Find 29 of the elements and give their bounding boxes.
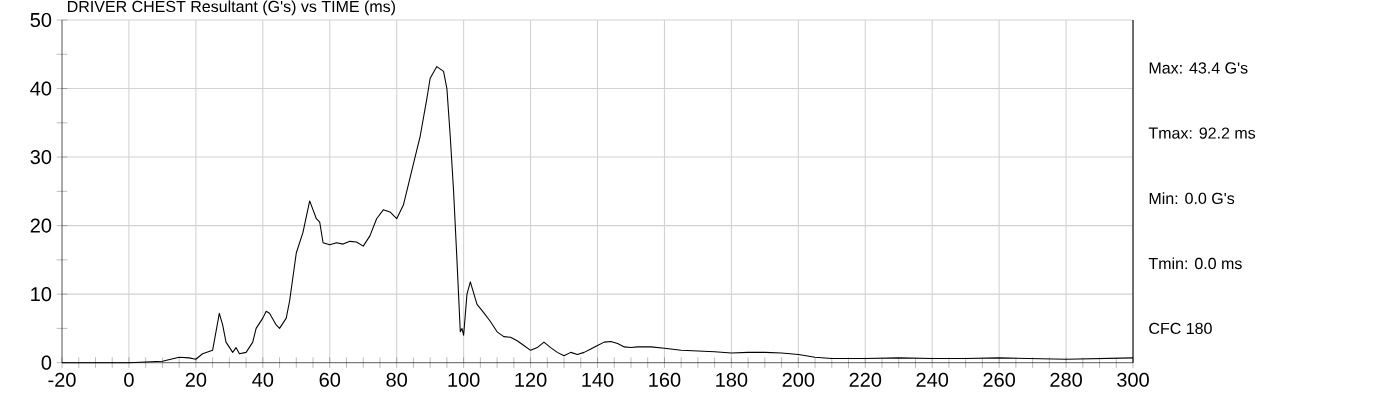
text: Min: 0.0 G's	[1149, 192, 1235, 205]
chart-title: DRIVER CHEST Resultant (G's) vs TIME (ms)	[68, 0, 395, 16]
x-tick-label: 140	[582, 372, 614, 387]
text: Tmin: 0.0 ms	[1148, 257, 1242, 270]
x-tick-label: 280	[1050, 372, 1082, 387]
text: Max: 43.4 G's	[1149, 62, 1248, 74]
text: CFC 180	[1149, 322, 1212, 335]
x-tick-label: 120	[515, 372, 547, 387]
y-tick-label: 10	[31, 287, 52, 302]
y-tick-label: 0	[41, 355, 52, 370]
x-tick-label: 300	[1117, 372, 1149, 387]
x-tick-label: 200	[782, 372, 815, 387]
y-tick-label: 50	[30, 12, 52, 28]
x-tick-label: -20	[48, 372, 76, 387]
x-tick-label: 260	[983, 372, 1016, 387]
text: Tmax: 92.2 ms	[1148, 127, 1256, 139]
x-tick-label: 0	[124, 372, 134, 387]
x-tick-label: 160	[649, 372, 681, 387]
y-tick-label: 20	[30, 218, 52, 233]
x-tick-label: 60	[319, 372, 341, 387]
y-tick-label: 30	[30, 149, 52, 165]
x-tick-label: 20	[185, 372, 207, 387]
x-tick-label: 240	[916, 372, 949, 387]
x-tick-label: 100	[448, 372, 480, 387]
x-tick-label: 80	[386, 372, 408, 387]
y-tick-label: 40	[30, 81, 52, 96]
x-tick-label: 220	[849, 372, 882, 387]
x-tick-label: 180	[716, 372, 748, 387]
x-tick-label: 40	[252, 372, 274, 387]
